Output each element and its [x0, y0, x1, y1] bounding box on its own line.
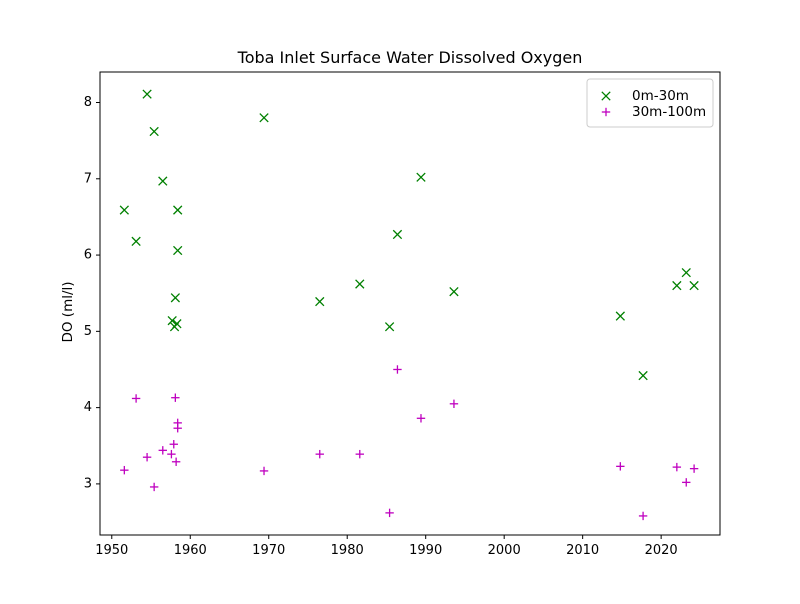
legend-marker-0m-30m [601, 91, 611, 101]
data-point [672, 462, 682, 472]
data-point [131, 394, 141, 403]
data-point [682, 478, 691, 487]
data-point [392, 229, 403, 240]
data-point [416, 172, 426, 182]
data-point [449, 287, 459, 297]
data-point [393, 365, 402, 374]
data-point [173, 245, 183, 256]
data-point [638, 370, 648, 381]
legend-x-marker [601, 91, 611, 101]
x-tick-label: 2000 [488, 543, 521, 558]
data-point [142, 89, 152, 99]
data-point [689, 280, 699, 291]
data-point [315, 449, 324, 459]
data-point [171, 457, 181, 466]
data-point [120, 465, 129, 475]
series-1 [120, 365, 699, 521]
data-point [158, 176, 168, 186]
data-point [355, 449, 364, 459]
data-point [259, 466, 269, 476]
data-point [167, 316, 177, 326]
data-point [681, 267, 691, 278]
data-point [615, 311, 625, 321]
data-point [173, 205, 183, 215]
data-point [638, 511, 648, 521]
data-point [449, 399, 459, 409]
data-point [171, 393, 180, 402]
x-tick-label: 1980 [331, 543, 364, 558]
data-point [259, 113, 269, 123]
x-tick-label: 1960 [174, 543, 207, 558]
data-point [131, 236, 141, 246]
y-tick-label: 4 [84, 400, 92, 415]
data-point [119, 205, 129, 215]
plot-area-frame [99, 71, 721, 536]
x-tick-label: 2020 [645, 543, 678, 558]
data-point [315, 296, 325, 307]
data-point [385, 508, 394, 518]
data-point [158, 446, 167, 455]
data-point [142, 452, 152, 462]
data-point [170, 293, 181, 303]
y-tick-label: 3 [84, 476, 92, 491]
x-tick-label: 1950 [95, 543, 128, 558]
legend-plus-marker [601, 107, 611, 117]
data-point [149, 126, 159, 137]
legend-box [586, 78, 714, 128]
data-marks [119, 89, 699, 521]
legend-label-30m-100m: 30m-100m [632, 104, 706, 120]
data-point [416, 414, 426, 423]
y-tick-label: 5 [84, 324, 92, 339]
data-point [149, 482, 159, 492]
data-point [172, 319, 182, 329]
x-tick-label: 2010 [566, 543, 599, 558]
data-point [616, 462, 625, 471]
data-point [355, 279, 365, 289]
data-point [384, 322, 395, 332]
y-axis-label: DO (ml/l) [60, 281, 76, 342]
y-tick-label: 7 [84, 171, 92, 186]
data-point [169, 440, 178, 449]
x-tick-label: 1990 [409, 543, 442, 558]
legend-marker-30m-100m [601, 107, 611, 117]
chart-title: Toba Inlet Surface Water Dissolved Oxyge… [237, 48, 583, 67]
data-point [672, 280, 682, 291]
series-0 [119, 89, 699, 381]
data-point [167, 449, 176, 459]
legend-label-0m-30m: 0m-30m [632, 88, 689, 104]
y-tick-label: 8 [84, 95, 92, 110]
y-tick-label: 6 [84, 248, 92, 263]
legend: 0m-30m 30m-100m [586, 78, 714, 128]
data-point [173, 424, 182, 433]
axis-ticks: 1950 1960 1970 1980 1990 2000 2010 2020 3 4 5 6 7 8 [84, 95, 678, 558]
data-point [689, 464, 699, 473]
x-tick-label: 1970 [252, 543, 285, 558]
